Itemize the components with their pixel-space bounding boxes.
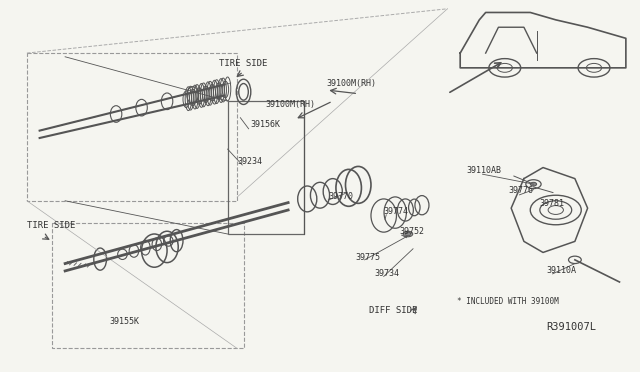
Text: 39752: 39752 — [399, 227, 425, 236]
Text: 39156K: 39156K — [250, 120, 280, 129]
Text: R391007L: R391007L — [546, 322, 596, 332]
Text: 39110A: 39110A — [546, 266, 576, 275]
Text: 39734: 39734 — [374, 269, 399, 279]
Text: DIFF SIDE: DIFF SIDE — [369, 307, 417, 315]
Bar — [52, 223, 244, 349]
Text: 39155K: 39155K — [109, 317, 140, 327]
Circle shape — [531, 182, 537, 186]
Text: TIRE SIDE: TIRE SIDE — [220, 59, 268, 68]
Bar — [228, 101, 304, 234]
Text: 39770: 39770 — [328, 192, 353, 201]
Text: 39775: 39775 — [355, 253, 380, 262]
Text: 39234: 39234 — [237, 157, 262, 166]
Text: TIRE SIDE: TIRE SIDE — [27, 221, 76, 231]
Text: 39781: 39781 — [540, 199, 565, 208]
Text: 39100M(RH): 39100M(RH) — [326, 79, 376, 88]
Circle shape — [404, 232, 411, 236]
Text: 39110AB: 39110AB — [467, 166, 502, 175]
Text: * INCLUDED WITH 39100M: * INCLUDED WITH 39100M — [457, 297, 559, 306]
Bar — [27, 53, 237, 201]
Text: 39774: 39774 — [384, 207, 409, 216]
Text: 39776: 39776 — [508, 186, 533, 195]
Text: 39100M(RH): 39100M(RH) — [266, 100, 316, 109]
